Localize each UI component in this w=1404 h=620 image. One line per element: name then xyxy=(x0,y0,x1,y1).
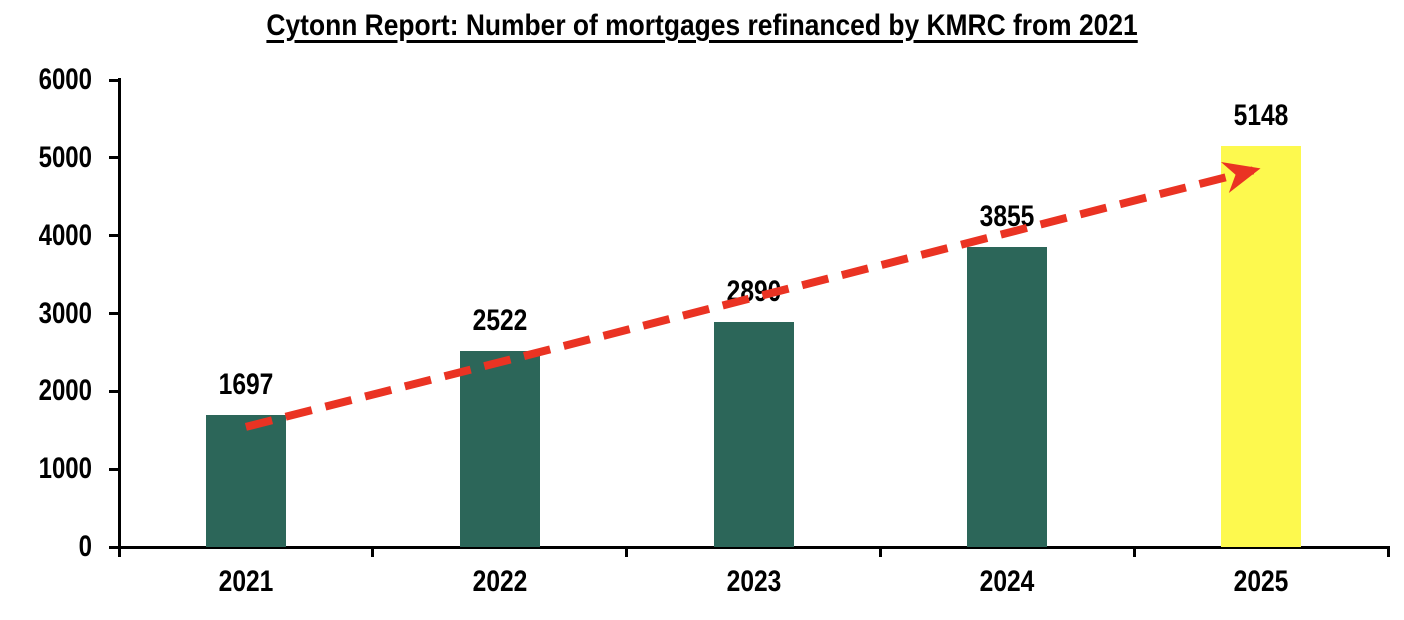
y-axis-tick xyxy=(108,312,118,315)
x-axis-category-label: 2023 xyxy=(726,565,781,598)
bar-2022 xyxy=(459,350,540,547)
bar-2021 xyxy=(205,414,286,547)
x-axis-tick xyxy=(1386,549,1390,557)
bar-2023 xyxy=(713,322,794,547)
x-axis-line xyxy=(117,546,1390,549)
y-axis-tick xyxy=(108,78,118,82)
y-axis-tick-label: 0 xyxy=(78,530,92,563)
bar-2024 xyxy=(967,246,1048,547)
x-axis-tick xyxy=(1132,549,1136,557)
y-axis-tick-label: 5000 xyxy=(38,140,92,174)
bar-value-label: 2522 xyxy=(472,303,528,337)
x-axis-tick xyxy=(625,549,629,557)
y-axis-tick xyxy=(108,156,118,160)
x-axis-tick xyxy=(371,549,375,557)
chart-title: Cytonn Report: Number of mortgages refin… xyxy=(0,8,1404,44)
y-axis-tick xyxy=(108,234,118,238)
y-axis-tick-label: 4000 xyxy=(38,218,92,252)
y-axis-tick xyxy=(108,467,118,471)
bar-value-label: 5148 xyxy=(1233,99,1289,133)
x-axis-tick xyxy=(878,549,882,557)
x-axis-category-label: 2025 xyxy=(1233,565,1289,598)
x-axis-category-label: 2021 xyxy=(218,565,274,598)
bar-value-label: 3855 xyxy=(979,199,1035,233)
x-axis-category-label: 2022 xyxy=(472,565,528,598)
bar-2025 xyxy=(1221,146,1302,547)
y-axis-tick xyxy=(108,545,118,549)
x-axis-category-label: 2024 xyxy=(979,565,1035,598)
bar-value-label: 1697 xyxy=(218,367,274,401)
bar-value-label: 2890 xyxy=(726,275,781,309)
y-axis-tick-label: 1000 xyxy=(38,452,92,486)
y-axis-line xyxy=(117,78,121,549)
y-axis-tick-label: 3000 xyxy=(38,296,92,330)
y-axis-tick xyxy=(108,389,118,393)
y-axis-tick-label: 6000 xyxy=(38,63,92,96)
x-axis-tick xyxy=(117,549,121,557)
chart-title-text: Cytonn Report: Number of mortgages refin… xyxy=(266,9,1138,42)
y-axis-tick-label: 2000 xyxy=(38,374,92,408)
